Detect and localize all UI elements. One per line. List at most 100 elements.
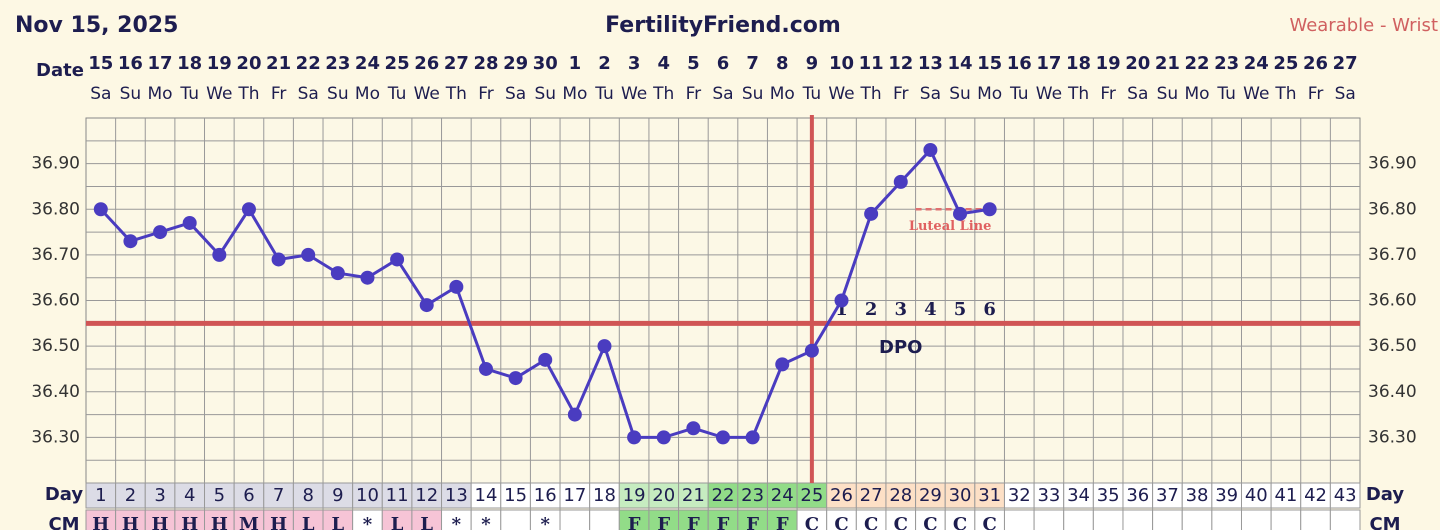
day-number: 7 — [273, 485, 284, 506]
day-cell — [322, 482, 354, 509]
temperature-point — [982, 202, 997, 217]
temperature-point — [656, 430, 671, 445]
cm-value: F — [746, 514, 759, 530]
cm-value: H — [181, 514, 198, 530]
weekday-label: We — [621, 84, 647, 104]
cm-value: C — [834, 514, 848, 530]
weekday-label: Sa — [920, 84, 941, 104]
cm-value: C — [923, 514, 937, 530]
day-number: 30 — [949, 485, 972, 506]
day-number: 27 — [860, 485, 883, 506]
cm-value: H — [211, 514, 228, 530]
cm-value: C — [953, 514, 967, 530]
dpo-number: 5 — [954, 299, 967, 320]
weekday-label: Fr — [686, 84, 702, 104]
temperature-point — [834, 293, 849, 308]
weekday-label: Tu — [1009, 84, 1029, 104]
source: Wearable - Wrist — [1289, 15, 1438, 36]
date-label: 26 — [1303, 53, 1328, 74]
cm-cell — [559, 509, 591, 530]
cm-cell — [1211, 509, 1242, 530]
weekday-label: Th — [1067, 84, 1089, 104]
weekday-label: Mo — [1185, 84, 1210, 104]
day-number: 2 — [125, 485, 136, 506]
temperature-point — [123, 234, 138, 249]
temperature-point — [508, 371, 523, 386]
dpo-number: 2 — [865, 299, 878, 320]
day-cell — [1122, 482, 1154, 509]
temperature-point — [93, 202, 108, 217]
date-label: 16 — [1007, 53, 1032, 74]
temperature-point — [301, 247, 316, 262]
weekday-label: Tu — [1216, 84, 1236, 104]
cm-value: F — [628, 514, 641, 530]
day-number: 35 — [1097, 485, 1120, 506]
day-number: 23 — [741, 485, 764, 506]
y-tick-label-right: 36.90 — [1368, 154, 1417, 174]
day-label: Day — [45, 484, 84, 505]
cm-value: L — [420, 514, 433, 530]
date-label: 20 — [1125, 53, 1150, 74]
temperature-point — [538, 352, 553, 367]
cm-value: F — [657, 514, 670, 530]
weekday-label: Tu — [179, 84, 199, 104]
temperature-point — [923, 142, 938, 157]
date-label: 4 — [657, 53, 670, 74]
y-tick-label-right: 36.30 — [1368, 427, 1417, 447]
day-cell — [1300, 482, 1331, 509]
day-number: 29 — [919, 485, 942, 506]
day-cell — [411, 482, 443, 509]
dpo-number: 4 — [924, 299, 937, 320]
date-label: 13 — [918, 53, 943, 74]
weekday-label: We — [1243, 84, 1269, 104]
day-cell — [944, 482, 976, 509]
y-tick-label-right: 36.40 — [1368, 382, 1417, 402]
day-cell — [766, 482, 798, 509]
cm-cell — [1240, 509, 1272, 530]
cm-value: H — [122, 514, 139, 530]
weekday-label: Su — [949, 84, 971, 104]
weekday-label: Th — [237, 84, 259, 104]
day-number: 25 — [800, 485, 823, 506]
day-cell — [1211, 482, 1242, 509]
chart-date: Nov 15, 2025 — [15, 13, 178, 38]
cm-value: C — [894, 514, 908, 530]
temperature-point — [153, 225, 168, 240]
weekday-label: Th — [860, 84, 882, 104]
cm-value: M — [239, 514, 259, 530]
day-number: 4 — [184, 485, 195, 506]
date-label: 19 — [207, 53, 232, 74]
day-number: 28 — [889, 485, 912, 506]
day-number: 13 — [445, 485, 468, 506]
weekday-label: Sa — [505, 84, 526, 104]
cm-value: * — [481, 514, 491, 530]
dpo-label: DPO — [879, 337, 922, 358]
day-number: 20 — [652, 485, 675, 506]
dpo-number: 6 — [983, 299, 996, 320]
date-label: 27 — [1333, 53, 1358, 74]
temperature-point — [419, 298, 434, 313]
cm-value: C — [864, 514, 878, 530]
y-tick-label: 36.50 — [31, 336, 80, 356]
temperature-point — [864, 206, 879, 221]
day-cell — [648, 482, 680, 509]
temperature-point — [271, 252, 286, 267]
date-label: 7 — [746, 53, 759, 74]
day-label-right: Day — [1366, 484, 1405, 505]
weekday-label: Tu — [594, 84, 614, 104]
date-label: 17 — [148, 53, 173, 74]
temperature-point — [804, 343, 819, 358]
cm-cell — [1152, 509, 1183, 530]
y-tick-label: 36.30 — [31, 427, 80, 447]
day-number: 37 — [1156, 485, 1179, 506]
date-label: 1 — [569, 53, 582, 74]
day-number: 5 — [214, 485, 225, 506]
date-label: 15 — [977, 53, 1002, 74]
weekday-label: Fr — [271, 84, 287, 104]
date-label: 2 — [598, 53, 611, 74]
weekday-label: Mo — [562, 84, 587, 104]
cm-value: L — [302, 514, 315, 530]
weekday-label: Su — [327, 84, 349, 104]
day-number: 18 — [593, 485, 616, 506]
cm-cell — [1329, 509, 1361, 530]
